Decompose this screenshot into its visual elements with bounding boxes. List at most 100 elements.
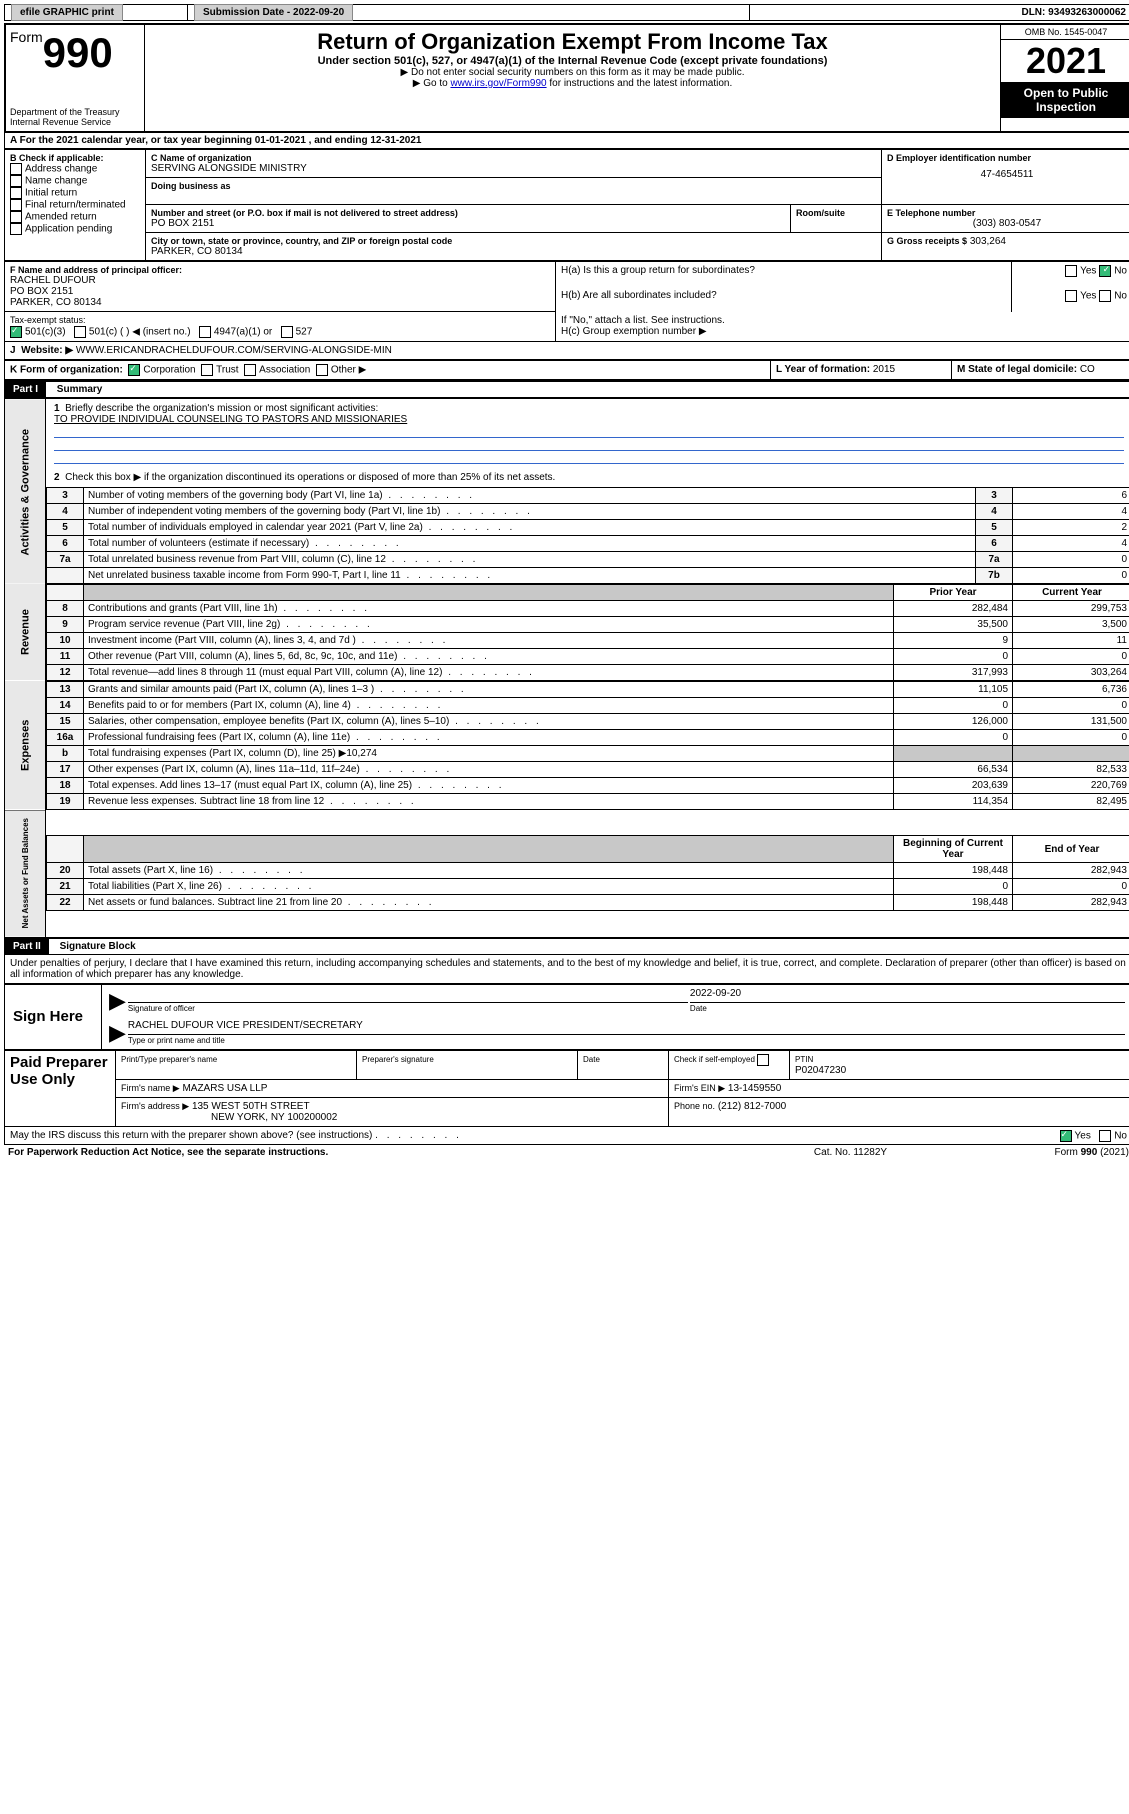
hb-note: If "No," attach a list. See instructions…	[561, 315, 1127, 326]
footer-right: Form 990 (2021)	[944, 1145, 1129, 1160]
footer-left: For Paperwork Reduction Act Notice, see …	[4, 1145, 757, 1160]
chk-address[interactable]: Address change	[10, 163, 140, 175]
state-domicile: CO	[1080, 364, 1095, 375]
tax-year: 2021	[1001, 40, 1129, 82]
paid-preparer-label: Paid Preparer Use Only	[5, 1050, 116, 1126]
section-netassets: Net Assets or Fund Balances	[5, 810, 46, 937]
hb-yes[interactable]	[1065, 290, 1077, 302]
part1-title: Summary	[49, 384, 103, 395]
mission-text: TO PROVIDE INDIVIDUAL COUNSELING TO PAST…	[54, 414, 407, 425]
footer-mid: Cat. No. 11282Y	[757, 1145, 943, 1160]
exempt-label: Tax-exempt status:	[10, 315, 86, 325]
discuss-no[interactable]	[1099, 1130, 1111, 1142]
form-title: Return of Organization Exempt From Incom…	[149, 29, 996, 55]
section-revenue: Revenue	[5, 584, 46, 681]
table-row: 22Net assets or fund balances. Subtract …	[47, 895, 1129, 911]
table-row: 15Salaries, other compensation, employee…	[47, 714, 1129, 730]
table-row: 11Other revenue (Part VIII, column (A), …	[47, 649, 1129, 665]
part2-header: Part II	[5, 939, 49, 954]
table-row: 17Other expenses (Part IX, column (A), l…	[47, 762, 1129, 778]
discuss-yes[interactable]	[1060, 1130, 1072, 1142]
table-row: 8Contributions and grants (Part VIII, li…	[47, 601, 1129, 617]
table-row: 14Benefits paid to or for members (Part …	[47, 698, 1129, 714]
city-value: PARKER, CO 80134	[151, 246, 876, 257]
submission-date: Submission Date - 2022-09-20	[194, 4, 353, 21]
firm-ein: 13-1459550	[728, 1083, 781, 1094]
sig-officer-label: Signature of officer	[128, 1004, 195, 1013]
firm-addr2: NEW YORK, NY 100200002	[121, 1112, 337, 1123]
chk-pending[interactable]: Application pending	[10, 223, 140, 235]
irs-link[interactable]: www.irs.gov/Form990	[450, 78, 546, 89]
city-label: City or town, state or province, country…	[151, 236, 876, 246]
chk-527[interactable]	[281, 326, 293, 338]
table-row: Net unrelated business taxable income fr…	[47, 568, 1129, 584]
website-value: WWW.ERICANDRACHELDUFOUR.COM/SERVING-ALON…	[76, 345, 392, 356]
instr-ssn: ▶ Do not enter social security numbers o…	[149, 67, 996, 78]
table-row: bTotal fundraising expenses (Part IX, co…	[47, 746, 1129, 762]
table-row: 13Grants and similar amounts paid (Part …	[47, 682, 1129, 698]
chk-501c[interactable]	[74, 326, 86, 338]
table-row: 9Program service revenue (Part VIII, lin…	[47, 617, 1129, 633]
omb-number: OMB No. 1545-0047	[1001, 25, 1129, 40]
firm-name: MAZARS USA LLP	[182, 1083, 267, 1094]
street-value: PO BOX 2151	[151, 218, 785, 229]
prep-sig-label: Preparer's signature	[362, 1055, 434, 1064]
hb-no[interactable]	[1099, 290, 1111, 302]
open-public-badge: Open to Public Inspection	[1001, 82, 1129, 118]
chk-assoc[interactable]	[244, 364, 256, 376]
row-b-label: B Check if applicable:	[10, 153, 140, 163]
expenses-table: 13Grants and similar amounts paid (Part …	[46, 681, 1129, 810]
chk-other[interactable]	[316, 364, 328, 376]
table-row: 12Total revenue—add lines 8 through 11 (…	[47, 665, 1129, 681]
chk-name[interactable]: Name change	[10, 175, 140, 187]
table-row: 20Total assets (Part X, line 16)198,4482…	[47, 863, 1129, 879]
efile-button[interactable]: efile GRAPHIC print	[11, 4, 123, 21]
ha-yes[interactable]	[1065, 265, 1077, 277]
dept-treasury: Department of the Treasury	[10, 107, 140, 117]
q2-label: Check this box ▶ if the organization dis…	[65, 472, 555, 483]
instr-goto: ▶ Go to www.irs.gov/Form990 for instruct…	[149, 78, 996, 89]
table-row: 7aTotal unrelated business revenue from …	[47, 552, 1129, 568]
org-name-label: C Name of organization	[151, 153, 876, 163]
phone-value: (303) 803-0547	[887, 218, 1127, 229]
chk-initial[interactable]: Initial return	[10, 187, 140, 199]
officer-label: F Name and address of principal officer:	[10, 265, 550, 275]
chk-corp[interactable]	[128, 364, 140, 376]
top-bar: efile GRAPHIC print Submission Date - 20…	[4, 4, 1129, 21]
officer-addr1: PO BOX 2151	[10, 286, 550, 297]
chk-4947[interactable]	[199, 326, 211, 338]
form-word: Form	[10, 29, 43, 45]
phone-label: E Telephone number	[887, 208, 1127, 218]
table-row: 21Total liabilities (Part X, line 26)00	[47, 879, 1129, 895]
part2-title: Signature Block	[52, 941, 136, 952]
dba-label: Doing business as	[151, 181, 876, 191]
section-expenses: Expenses	[5, 681, 46, 810]
room-label: Room/suite	[796, 208, 876, 218]
table-row: 6Total number of volunteers (estimate if…	[47, 536, 1129, 552]
ha-no[interactable]	[1099, 265, 1111, 277]
hc-label: H(c) Group exemption number ▶	[561, 326, 1127, 337]
dln: DLN: 93493263000062	[749, 5, 1129, 21]
chk-final[interactable]: Final return/terminated	[10, 199, 140, 211]
chk-self-employed[interactable]	[757, 1054, 769, 1066]
table-row: 3Number of voting members of the governi…	[47, 488, 1129, 504]
firm-phone: (212) 812-7000	[718, 1101, 786, 1112]
chk-trust[interactable]	[201, 364, 213, 376]
table-row: 10Investment income (Part VIII, column (…	[47, 633, 1129, 649]
ein-label: D Employer identification number	[887, 153, 1127, 163]
governance-table: 3Number of voting members of the governi…	[46, 487, 1129, 584]
hb-label: H(b) Are all subordinates included?	[561, 290, 717, 301]
firm-addr1: 135 WEST 50TH STREET	[192, 1101, 310, 1112]
chk-501c3[interactable]	[10, 326, 22, 338]
chk-amended[interactable]: Amended return	[10, 211, 140, 223]
table-row: 18Total expenses. Add lines 13–17 (must …	[47, 778, 1129, 794]
netassets-table: Beginning of Current YearEnd of Year20To…	[46, 835, 1129, 911]
ptin-value: P02047230	[795, 1065, 846, 1076]
self-employed-label: Check if self-employed	[674, 1055, 755, 1064]
form-subtitle: Under section 501(c), 527, or 4947(a)(1)…	[149, 55, 996, 67]
gross-value: 303,264	[970, 236, 1006, 247]
table-row: 5Total number of individuals employed in…	[47, 520, 1129, 536]
table-row: 19Revenue less expenses. Subtract line 1…	[47, 794, 1129, 810]
table-row: 4Number of independent voting members of…	[47, 504, 1129, 520]
officer-addr2: PARKER, CO 80134	[10, 297, 550, 308]
